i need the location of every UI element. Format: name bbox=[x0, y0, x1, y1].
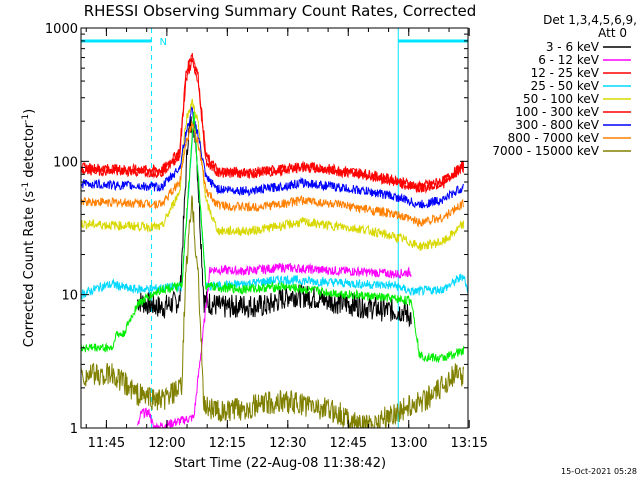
generation-timestamp: 15-Oct-2021 05:28 bbox=[561, 467, 637, 476]
x-tick-label: 13:00 bbox=[390, 436, 427, 451]
legend-label: 25 - 50 keV bbox=[531, 79, 600, 93]
series-line-5 bbox=[81, 57, 465, 194]
legend-header-line-2: Att 0 bbox=[598, 26, 627, 40]
x-axis-label: Start Time (22-Aug-08 11:38:42) bbox=[174, 456, 386, 471]
series-line-3 bbox=[81, 113, 468, 300]
plot-frame bbox=[80, 27, 469, 429]
night-label: N bbox=[160, 37, 167, 48]
x-tick-label: 12:45 bbox=[330, 436, 367, 451]
y-tick-label: 100 bbox=[53, 155, 78, 170]
legend-header-line-1: Det 1,3,4,5,6,9, bbox=[543, 13, 637, 27]
legend-label: 300 - 800 keV bbox=[515, 118, 599, 132]
y-tick-label: 1 bbox=[70, 422, 78, 437]
series-line-8 bbox=[81, 121, 465, 228]
series-line-1 bbox=[136, 262, 412, 428]
series-lines bbox=[81, 53, 468, 428]
legend-label: 12 - 25 keV bbox=[531, 66, 600, 80]
legend-label: 6 - 12 keV bbox=[538, 53, 600, 67]
x-tick-label: 12:00 bbox=[148, 436, 185, 451]
x-tick-label: 12:15 bbox=[209, 436, 246, 451]
y-axis-label: Corrected Count Rate (s-1 detector-1) bbox=[21, 109, 37, 347]
x-tick-label: 13:15 bbox=[450, 436, 487, 451]
chart-title: RHESSI Observing Summary Count Rates, Co… bbox=[84, 2, 477, 20]
series-line-7 bbox=[81, 111, 465, 363]
y-tick-label: 1000 bbox=[45, 22, 78, 37]
x-tick-label: 12:30 bbox=[269, 436, 306, 451]
series-line-0 bbox=[136, 116, 412, 328]
y-axis: 1 10 100 1000 bbox=[45, 22, 468, 437]
series-line-9 bbox=[81, 195, 465, 428]
legend-label: 3 - 6 keV bbox=[546, 40, 600, 54]
legend-label: 100 - 300 keV bbox=[515, 105, 599, 119]
series-line-2 bbox=[81, 53, 465, 191]
legend-label: 7000 - 15000 keV bbox=[492, 144, 599, 158]
plot-area: N bbox=[80, 27, 469, 429]
legend-label: 800 - 7000 keV bbox=[508, 131, 600, 145]
y-tick-label: 10 bbox=[61, 289, 78, 304]
legend-label: 50 - 100 keV bbox=[523, 92, 600, 106]
x-axis: 11:45 12:00 12:15 12:30 12:45 13:00 13:15 bbox=[85, 28, 488, 451]
x-tick-label: 11:45 bbox=[88, 436, 125, 451]
series-line-6 bbox=[81, 106, 465, 209]
series-line-4 bbox=[81, 98, 465, 251]
